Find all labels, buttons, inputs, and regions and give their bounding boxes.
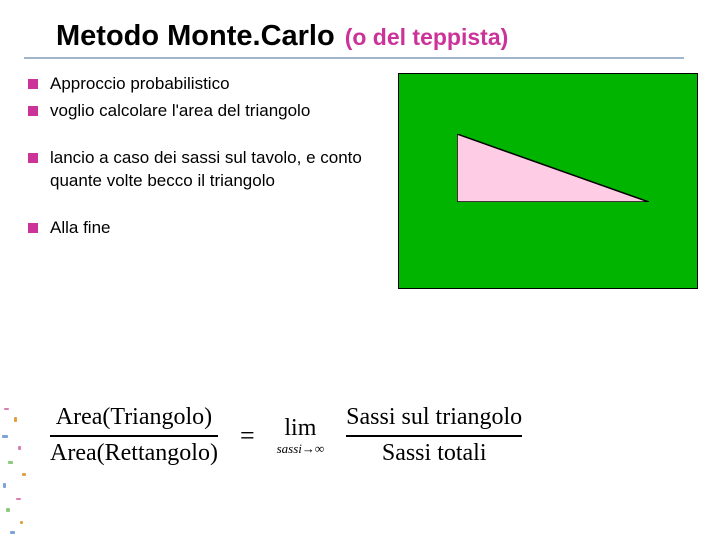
frac-bar xyxy=(346,435,522,437)
frac-den: Area(Rettangolo) xyxy=(50,440,218,468)
content-area: Approccio probabilistico voglio calcolar… xyxy=(0,73,720,240)
bullet-icon xyxy=(28,79,38,89)
bullet-text: voglio calcolare l'area del triangolo xyxy=(50,100,310,123)
slide-title: Metodo Monte.Carlo (o del teppista) xyxy=(0,20,720,53)
bullet-text: Approccio probabilistico xyxy=(50,73,230,96)
title-underline xyxy=(24,57,684,59)
decorative-confetti xyxy=(0,390,44,540)
fraction-right: Sassi sul triangolo Sassi totali xyxy=(346,404,522,467)
bullet-icon xyxy=(28,223,38,233)
bullet-list: Approccio probabilistico voglio calcolar… xyxy=(28,73,388,240)
bullet-text: lancio a caso dei sassi sul tavolo, e co… xyxy=(50,147,388,193)
fraction-left: Area(Triangolo) Area(Rettangolo) xyxy=(50,404,218,467)
list-item: voglio calcolare l'area del triangolo xyxy=(28,100,388,123)
lim-text: lim xyxy=(284,416,316,440)
frac-bar xyxy=(50,435,218,437)
diagram-rectangle xyxy=(398,73,698,289)
list-item: lancio a caso dei sassi sul tavolo, e co… xyxy=(28,147,388,193)
bullet-icon xyxy=(28,153,38,163)
title-sub: (o del teppista) xyxy=(345,24,509,51)
slide: Metodo Monte.Carlo (o del teppista) Appr… xyxy=(0,0,720,540)
list-item: Approccio probabilistico xyxy=(28,73,388,96)
bullet-icon xyxy=(28,106,38,116)
title-main: Metodo Monte.Carlo xyxy=(56,20,335,53)
equals-sign: = xyxy=(240,421,255,451)
list-item: Alla fine xyxy=(28,217,388,240)
limit-operator: lim sassi→∞ xyxy=(277,416,325,455)
frac-num: Sassi sul triangolo xyxy=(346,404,522,432)
frac-num: Area(Triangolo) xyxy=(56,404,212,432)
diagram-triangle xyxy=(457,134,649,202)
lim-subscript: sassi→∞ xyxy=(277,442,325,455)
bullet-text: Alla fine xyxy=(50,217,110,240)
formula: Area(Triangolo) Area(Rettangolo) = lim s… xyxy=(50,404,674,467)
frac-den: Sassi totali xyxy=(382,440,487,468)
